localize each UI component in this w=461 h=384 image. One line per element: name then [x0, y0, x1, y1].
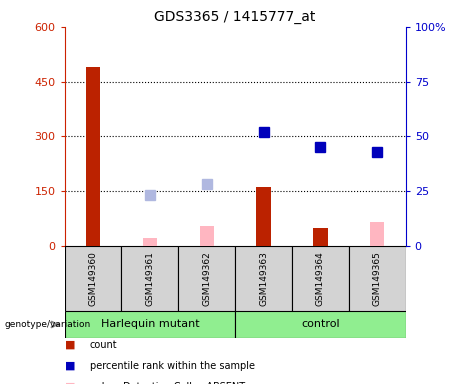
Bar	[200, 226, 214, 246]
Text: GSM149362: GSM149362	[202, 251, 211, 306]
Text: GSM149363: GSM149363	[259, 251, 268, 306]
Text: control: control	[301, 319, 340, 329]
Text: Harlequin mutant: Harlequin mutant	[100, 319, 199, 329]
Text: GSM149364: GSM149364	[316, 251, 325, 306]
Bar	[65, 246, 121, 311]
Text: ■: ■	[65, 340, 75, 350]
Bar	[121, 246, 178, 311]
Text: GSM149361: GSM149361	[145, 251, 154, 306]
Bar	[235, 246, 292, 311]
Bar	[292, 246, 349, 311]
Bar	[349, 246, 406, 311]
Text: genotype/variation: genotype/variation	[5, 320, 91, 329]
Text: value, Detection Call = ABSENT: value, Detection Call = ABSENT	[90, 382, 245, 384]
Text: ■: ■	[65, 382, 75, 384]
Text: percentile rank within the sample: percentile rank within the sample	[90, 361, 255, 371]
Bar	[86, 67, 100, 246]
Bar	[235, 311, 406, 338]
Title: GDS3365 / 1415777_at: GDS3365 / 1415777_at	[154, 10, 316, 25]
Bar	[256, 187, 271, 246]
Text: ■: ■	[65, 361, 75, 371]
Bar	[370, 222, 384, 246]
Bar	[65, 311, 235, 338]
Bar	[178, 246, 235, 311]
Text: GSM149360: GSM149360	[89, 251, 97, 306]
Text: count: count	[90, 340, 118, 350]
Bar	[143, 238, 157, 246]
Bar	[313, 227, 327, 246]
Text: GSM149365: GSM149365	[373, 251, 382, 306]
